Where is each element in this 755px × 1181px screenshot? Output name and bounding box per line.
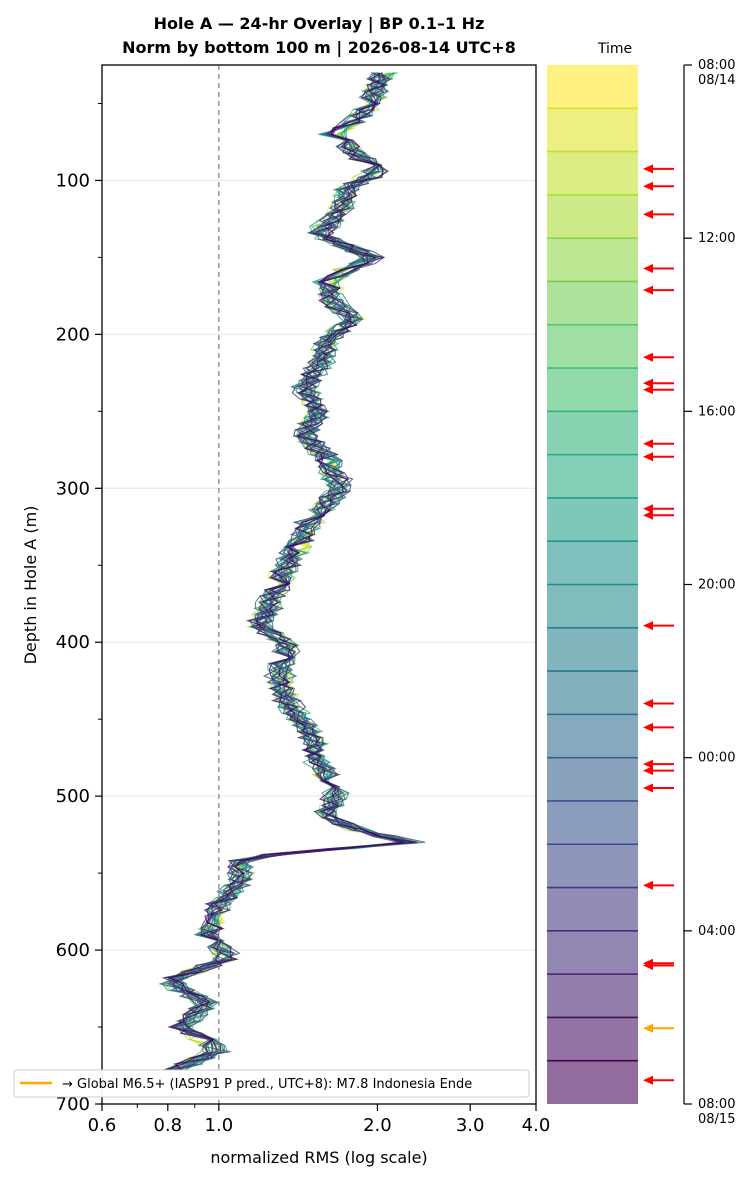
time-band (547, 800, 638, 845)
gridlines (102, 179, 536, 1105)
profile-series-line (163, 72, 404, 1071)
event-arrow (643, 880, 674, 890)
time-band (547, 541, 638, 585)
time-tick-label: 16:00 (698, 404, 735, 419)
profiles-layer (158, 72, 426, 1071)
time-band (547, 584, 638, 628)
time-bar (547, 65, 638, 1104)
y-tick-label: 100 (56, 170, 90, 191)
event-arrow (643, 759, 674, 769)
event-arrow (643, 699, 674, 709)
time-band (547, 194, 638, 239)
event-arrow (643, 164, 674, 174)
time-band (547, 108, 638, 152)
legend-box (13, 1069, 530, 1098)
profile-series-line (172, 72, 414, 1071)
time-tick-label: 04:00 (698, 924, 735, 939)
y-tick-label: 400 (56, 632, 90, 653)
time-band (547, 930, 638, 975)
time-bar-title: Time (597, 41, 632, 57)
event-arrow (643, 1075, 674, 1085)
time-band (547, 627, 638, 672)
time-band (547, 411, 638, 455)
time-band (547, 1060, 638, 1104)
x-tick-label: 1.0 (205, 1115, 234, 1136)
event-arrow (643, 285, 674, 295)
event-arrow (643, 209, 674, 219)
time-band (547, 974, 638, 1018)
y-tick-label: 700 (56, 1094, 90, 1115)
time-band (547, 844, 638, 888)
time-band (547, 887, 638, 931)
profile-series-line (165, 72, 413, 1071)
time-band (547, 281, 638, 325)
y-tick-label: 500 (56, 786, 90, 807)
time-tick-label: 08:00 (698, 1097, 735, 1112)
chart-title-line2: Norm by bottom 100 m | 2026-08-14 UTC+8 (122, 38, 516, 58)
chart-title-line1: Hole A — 24-hr Overlay | BP 0.1–1 Hz (154, 14, 485, 34)
time-axis: 08:0008/1412:0016:0020:0000:0004:0008:00… (683, 58, 735, 1127)
event-arrow (643, 722, 674, 732)
highlight-event-arrow (643, 1023, 674, 1033)
time-band (547, 671, 638, 715)
x-tick-label: 2.0 (363, 1115, 392, 1136)
y-tick-label: 200 (56, 324, 90, 345)
event-arrow (643, 504, 674, 514)
time-band (547, 757, 638, 801)
event-arrow (643, 621, 674, 631)
event-arrow (643, 378, 674, 388)
y-axis-label: Depth in Hole A (m) (21, 506, 40, 665)
x-axis: 0.6 0.8 1.0 2.0 3.0 4.0 (88, 1104, 551, 1136)
x-tick-label: 3.0 (456, 1115, 485, 1136)
time-tick-sublabel: 08/15 (698, 1112, 735, 1127)
profile-series-line (169, 72, 417, 1071)
event-arrow (643, 181, 674, 191)
legend: → Global M6.5+ (IASP91 P pred., UTC+8): … (13, 1069, 530, 1098)
event-arrow (643, 960, 674, 970)
event-arrow (643, 352, 674, 362)
time-band (547, 454, 638, 498)
time-band (547, 151, 638, 195)
x-tick-label: 0.8 (153, 1115, 182, 1136)
time-tick-label: 20:00 (698, 578, 735, 593)
time-band (547, 497, 638, 542)
event-arrow (643, 439, 674, 449)
time-event-arrows (643, 164, 674, 1085)
x-tick-label: 0.6 (88, 1115, 117, 1136)
x-tick-label: 4.0 (522, 1115, 551, 1136)
event-arrow (643, 385, 674, 395)
y-tick-label: 600 (56, 940, 90, 961)
event-arrow (643, 783, 674, 793)
time-band (547, 368, 638, 412)
time-tick-sublabel: 08/14 (698, 73, 735, 88)
event-arrow (643, 766, 674, 776)
time-band (547, 65, 638, 109)
x-axis-label: normalized RMS (log scale) (210, 1148, 427, 1167)
time-band (547, 714, 638, 758)
event-arrow (643, 452, 674, 462)
time-band (547, 238, 638, 282)
event-arrow (643, 263, 674, 273)
time-band (547, 1017, 638, 1061)
time-band (547, 324, 638, 369)
event-arrow (643, 510, 674, 520)
y-axis: 100 200 300 400 500 600 700 (56, 102, 102, 1115)
legend-label: → Global M6.5+ (IASP91 P pred., UTC+8): … (62, 1077, 472, 1092)
time-tick-label: 12:00 (698, 231, 735, 246)
y-tick-label: 300 (56, 478, 90, 499)
time-tick-label: 08:00 (698, 58, 735, 73)
time-tick-label: 00:00 (698, 751, 735, 766)
plot-frame (101, 64, 537, 1105)
